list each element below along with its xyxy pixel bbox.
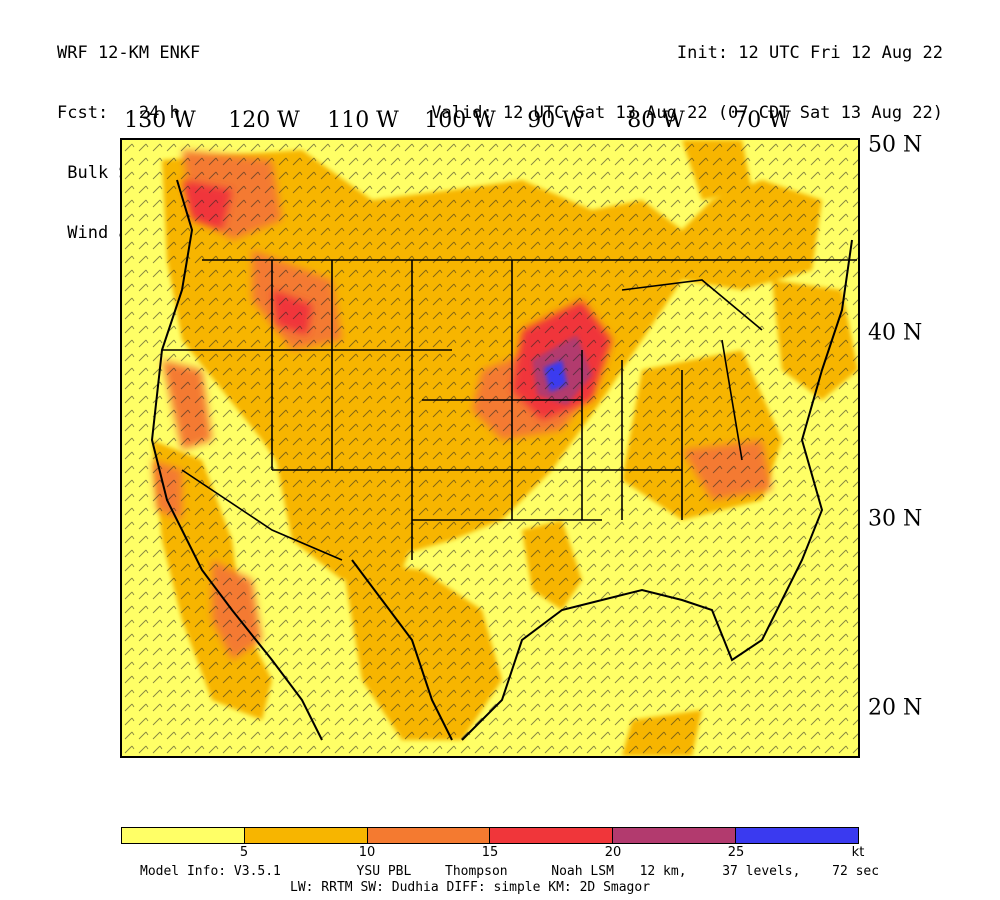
lon-label-70w: 70 W — [733, 108, 791, 133]
lon-label-130w: 130 W — [124, 108, 196, 133]
lat-label-30n: 30 N — [868, 506, 923, 532]
colorbar-tick-5: 5 — [239, 845, 249, 860]
init-time: Init: 12 UTC Fri 12 Aug 22 — [676, 43, 943, 63]
lat-label-50n: 50 N — [868, 132, 923, 158]
state-borders — [162, 259, 857, 561]
model-version: Model Info: V3.5.1 — [140, 864, 281, 879]
valid-time: Valid: 12 UTC Sat 13 Aug 22 (07 CDT Sat … — [431, 103, 943, 123]
coastlines — [150, 179, 853, 741]
physics-info-line: LW: RRTM SW: Dudhia DIFF: simple KM: 2D … — [290, 880, 651, 895]
colorbar-cell-10-15 — [367, 828, 491, 843]
colorbar — [121, 827, 859, 844]
colorbar-tick-25: 25 — [727, 845, 745, 860]
colorbar-tick-15: 15 — [481, 845, 499, 860]
colorbar-tick-20: 20 — [604, 845, 622, 860]
colorbar-cell-20-25 — [613, 828, 737, 843]
microphysics-scheme: Thompson — [445, 864, 508, 879]
forecast-hour: Fcst: 24 h — [57, 103, 180, 123]
header-right: Init: 12 UTC Fri 12 Aug 22 Valid: 12 UTC… — [431, 3, 943, 143]
time-step: 72 sec — [832, 864, 880, 879]
model-title: WRF 12-KM ENKF — [57, 43, 201, 63]
colorbar-cell-0-5 — [122, 828, 245, 843]
wind-barbs — [122, 140, 858, 756]
vertical-levels: 37 levels, — [722, 864, 801, 879]
shear-map — [120, 138, 860, 758]
model-info-line: Model Info: V3.5.1 YSU PBL Thompson Noah… — [140, 864, 879, 879]
lsm-scheme: Noah LSM — [551, 864, 614, 879]
resolution: 12 km, — [639, 864, 687, 879]
colorbar-unit: kt — [851, 845, 865, 860]
lon-label-120w: 120 W — [228, 108, 300, 133]
colorbar-tick-10: 10 — [358, 845, 376, 860]
lat-label-20n: 20 N — [868, 695, 923, 721]
lat-label-40n: 40 N — [868, 320, 923, 346]
pbl-scheme: YSU PBL — [356, 864, 412, 879]
colorbar-cell-5-10 — [244, 828, 368, 843]
map-canvas — [122, 140, 858, 756]
lon-label-100w: 100 W — [424, 108, 496, 133]
colorbar-cell-25plus — [736, 828, 858, 843]
colorbar-cell-15-20 — [490, 828, 614, 843]
lon-label-90w: 90 W — [527, 108, 585, 133]
lon-label-80w: 80 W — [627, 108, 685, 133]
lon-label-110w: 110 W — [327, 108, 399, 133]
